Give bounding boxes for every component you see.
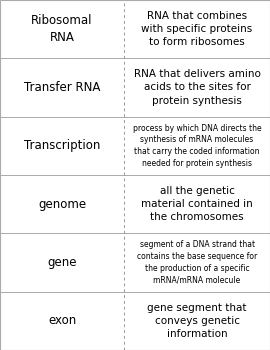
Text: gene segment that
conveys genetic
information: gene segment that conveys genetic inform… (147, 303, 247, 339)
Text: RNA that delivers amino
acids to the sites for
protein synthesis: RNA that delivers amino acids to the sit… (134, 69, 261, 106)
Text: genome: genome (38, 198, 86, 211)
Text: process by which DNA directs the
synthesis of mRNA molecules
that carry the code: process by which DNA directs the synthes… (133, 124, 261, 168)
Text: exon: exon (48, 314, 76, 327)
Text: segment of a DNA strand that
contains the base sequence for
the production of a : segment of a DNA strand that contains th… (137, 240, 257, 285)
Text: Ribosomal
RNA: Ribosomal RNA (31, 14, 93, 44)
Text: Transcription: Transcription (24, 139, 100, 152)
Text: Transfer RNA: Transfer RNA (24, 81, 100, 94)
Text: RNA that combines
with specific proteins
to form ribosomes: RNA that combines with specific proteins… (141, 11, 253, 47)
Text: gene: gene (47, 256, 77, 269)
Text: all the genetic
material contained in
the chromosomes: all the genetic material contained in th… (141, 186, 253, 222)
